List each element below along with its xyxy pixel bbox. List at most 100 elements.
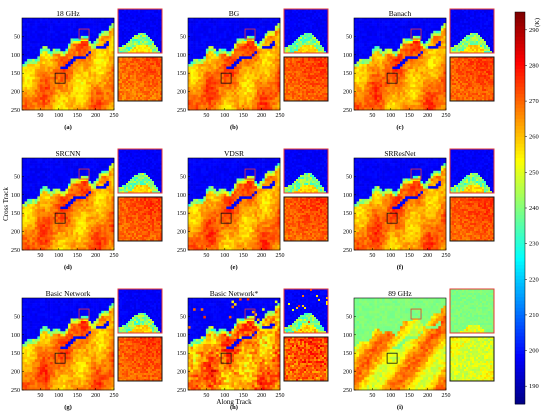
x-tick-label: 100 xyxy=(54,113,63,119)
x-tick-label: 150 xyxy=(405,253,414,259)
x-tick-label: 200 xyxy=(257,393,266,399)
panel-title: BG xyxy=(229,9,240,18)
colorbar-tick-label: 270 xyxy=(529,98,539,105)
heatmap-main xyxy=(188,18,280,110)
inset-bottom xyxy=(284,57,328,101)
x-tick-label: 50 xyxy=(203,253,209,259)
y-tick-label: 150 xyxy=(343,351,352,357)
panel-title: 89 GHz xyxy=(388,289,412,298)
x-tick-label: 150 xyxy=(239,113,248,119)
y-tick-label: 100 xyxy=(343,333,352,339)
colorbar-tick-label: 230 xyxy=(529,241,539,248)
y-tick-label: 200 xyxy=(11,90,20,96)
y-tick-label: 150 xyxy=(177,211,186,217)
panel-caption: (i) xyxy=(397,404,403,411)
x-tick-label: 150 xyxy=(73,253,82,259)
colorbar-tick-label: 240 xyxy=(529,205,539,212)
y-tick-label: 200 xyxy=(11,230,20,236)
x-tick-label: 250 xyxy=(276,113,285,119)
y-tick-label: 200 xyxy=(177,90,186,96)
inset-bottom xyxy=(284,337,328,381)
x-tick-label: 250 xyxy=(110,253,119,259)
x-tick-label: 150 xyxy=(73,113,82,119)
x-tick-label: 200 xyxy=(257,253,266,259)
heatmap-main xyxy=(188,158,280,250)
colorbar-tick-label: 280 xyxy=(529,62,539,69)
y-tick-label: 50 xyxy=(180,174,186,180)
inset-bottom xyxy=(450,197,494,241)
x-tick-label: 100 xyxy=(54,253,63,259)
y-tick-label: 150 xyxy=(177,351,186,357)
x-tick-label: 100 xyxy=(386,393,395,399)
y-tick-label: 50 xyxy=(14,34,20,40)
y-tick-label: 150 xyxy=(11,211,20,217)
x-tick-label: 100 xyxy=(220,113,229,119)
panel-caption: (e) xyxy=(230,264,237,271)
inset-top xyxy=(450,9,494,53)
heatmap-main xyxy=(354,298,446,390)
y-tick-label: 100 xyxy=(11,53,20,59)
inset-top xyxy=(284,9,328,53)
inset-top xyxy=(284,289,328,333)
y-tick-label: 150 xyxy=(11,351,20,357)
y-tick-label: 200 xyxy=(177,230,186,236)
x-tick-label: 200 xyxy=(91,113,100,119)
x-tick-label: 250 xyxy=(442,113,451,119)
y-tick-label: 200 xyxy=(177,370,186,376)
inset-top xyxy=(450,289,494,333)
panel-caption: (g) xyxy=(64,404,72,411)
y-tick-label: 250 xyxy=(343,248,352,254)
x-tick-label: 50 xyxy=(37,113,43,119)
inset-bottom xyxy=(450,337,494,381)
inset-top xyxy=(118,9,162,53)
colorbar-tick-label: 200 xyxy=(529,348,539,355)
y-tick-label: 150 xyxy=(343,71,352,77)
x-tick-label: 100 xyxy=(386,253,395,259)
colorbar-tick-label: 260 xyxy=(529,134,539,141)
x-tick-label: 250 xyxy=(110,113,119,119)
y-tick-label: 200 xyxy=(343,370,352,376)
colorbar-unit: (K) xyxy=(534,18,541,27)
x-tick-label: 50 xyxy=(203,393,209,399)
y-tick-label: 150 xyxy=(177,71,186,77)
panel-caption: (d) xyxy=(64,264,72,271)
x-tick-label: 50 xyxy=(203,113,209,119)
colorbar-tick-label: 210 xyxy=(529,312,539,319)
inset-bottom xyxy=(450,57,494,101)
x-tick-label: 250 xyxy=(110,393,119,399)
y-tick-label: 250 xyxy=(177,108,186,114)
y-tick-label: 100 xyxy=(177,53,186,59)
y-tick-label: 100 xyxy=(177,333,186,339)
x-tick-label: 150 xyxy=(405,393,414,399)
y-tick-label: 250 xyxy=(177,388,186,394)
panel-title: Basic Network* xyxy=(210,289,259,298)
heatmap-main xyxy=(22,298,114,390)
x-tick-label: 50 xyxy=(369,113,375,119)
y-tick-label: 250 xyxy=(177,248,186,254)
x-tick-label: 200 xyxy=(423,113,432,119)
heatmap-main xyxy=(22,158,114,250)
x-tick-label: 100 xyxy=(54,393,63,399)
y-axis-label: Cross Track xyxy=(2,187,10,221)
x-tick-label: 200 xyxy=(91,393,100,399)
y-tick-label: 200 xyxy=(11,370,20,376)
panel-caption: (f) xyxy=(397,264,404,271)
y-tick-label: 100 xyxy=(11,193,20,199)
panel-caption: (a) xyxy=(64,124,72,131)
inset-top xyxy=(284,149,328,193)
panel-title: Basic Network xyxy=(46,289,91,298)
y-tick-label: 150 xyxy=(343,211,352,217)
colorbar-tick-label: 220 xyxy=(529,276,539,283)
x-tick-label: 50 xyxy=(37,393,43,399)
x-tick-label: 100 xyxy=(220,253,229,259)
x-tick-label: 150 xyxy=(239,253,248,259)
x-tick-label: 250 xyxy=(442,393,451,399)
x-axis-label: Along Track xyxy=(216,398,252,406)
